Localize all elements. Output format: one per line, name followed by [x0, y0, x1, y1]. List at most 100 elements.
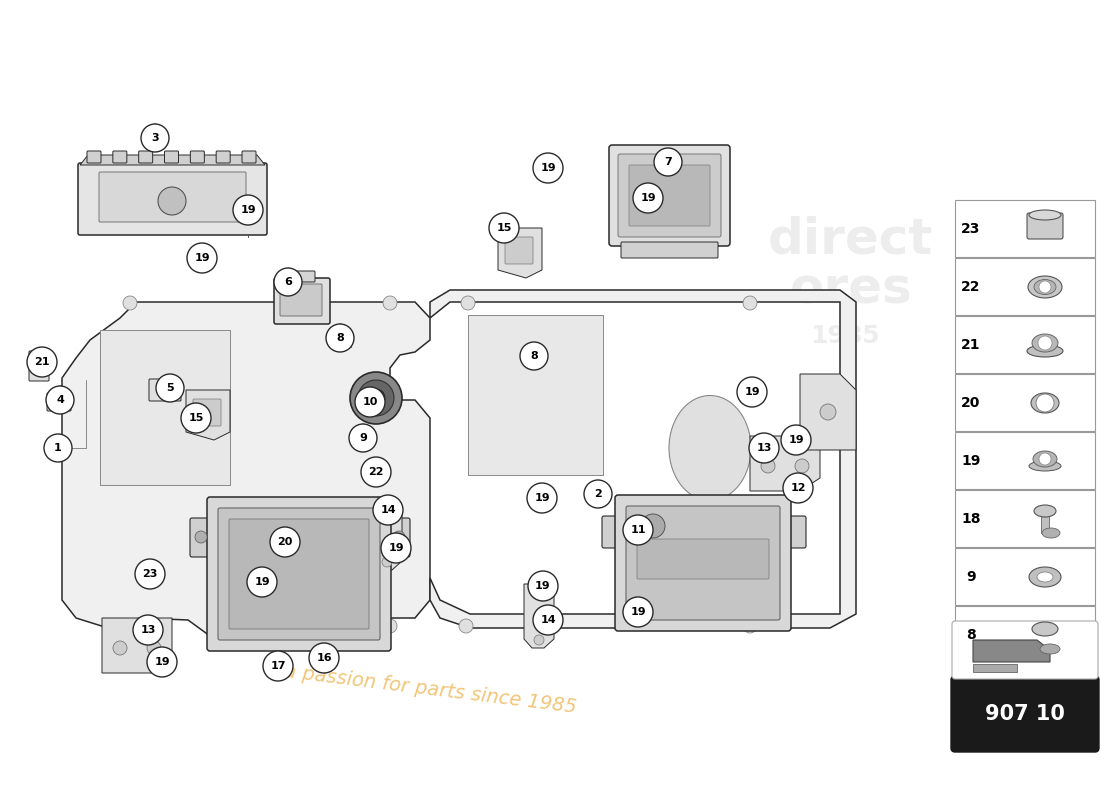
FancyBboxPatch shape — [207, 497, 390, 651]
Circle shape — [383, 619, 397, 633]
Circle shape — [534, 635, 544, 645]
FancyBboxPatch shape — [287, 271, 315, 282]
Text: 21: 21 — [961, 338, 981, 352]
Bar — [955, 200, 1094, 257]
Bar — [955, 606, 1094, 663]
Polygon shape — [800, 374, 856, 450]
Text: 14: 14 — [381, 505, 396, 515]
Text: 9: 9 — [359, 433, 367, 443]
Circle shape — [182, 403, 211, 433]
Circle shape — [147, 641, 161, 655]
Ellipse shape — [1032, 334, 1058, 352]
Text: 19: 19 — [535, 493, 550, 503]
Text: 19: 19 — [630, 607, 646, 617]
Ellipse shape — [1031, 393, 1059, 413]
Circle shape — [349, 424, 377, 452]
Text: 20: 20 — [961, 396, 981, 410]
Circle shape — [326, 324, 354, 352]
FancyBboxPatch shape — [786, 516, 806, 548]
Circle shape — [355, 387, 385, 417]
FancyBboxPatch shape — [29, 351, 50, 381]
Circle shape — [737, 377, 767, 407]
Circle shape — [373, 495, 403, 525]
Text: 4: 4 — [56, 395, 64, 405]
Text: 16: 16 — [316, 653, 332, 663]
Ellipse shape — [1034, 279, 1056, 294]
Polygon shape — [750, 436, 820, 491]
Text: 11: 11 — [630, 525, 646, 535]
FancyBboxPatch shape — [626, 506, 780, 620]
FancyBboxPatch shape — [190, 151, 205, 163]
FancyBboxPatch shape — [274, 278, 330, 324]
FancyBboxPatch shape — [1027, 213, 1063, 239]
Text: 22: 22 — [368, 467, 384, 477]
Text: 8: 8 — [966, 628, 976, 642]
Polygon shape — [62, 302, 430, 650]
Text: 3: 3 — [151, 133, 158, 143]
Circle shape — [141, 124, 169, 152]
Bar — [955, 374, 1094, 431]
Polygon shape — [372, 506, 402, 570]
FancyBboxPatch shape — [629, 165, 710, 226]
Circle shape — [1036, 394, 1054, 412]
Circle shape — [490, 213, 519, 243]
FancyBboxPatch shape — [621, 242, 718, 258]
Text: direct: direct — [768, 216, 933, 264]
Text: 14: 14 — [540, 615, 556, 625]
Circle shape — [584, 480, 612, 508]
Circle shape — [795, 459, 808, 473]
FancyBboxPatch shape — [609, 145, 730, 246]
Text: 19: 19 — [240, 205, 256, 215]
FancyBboxPatch shape — [505, 237, 534, 264]
Text: 17: 17 — [271, 661, 286, 671]
FancyBboxPatch shape — [47, 393, 72, 411]
Text: 15: 15 — [496, 223, 512, 233]
Text: 19: 19 — [540, 163, 556, 173]
Text: ores: ores — [790, 266, 913, 314]
Circle shape — [28, 347, 57, 377]
Text: 21: 21 — [34, 357, 50, 367]
Text: 19: 19 — [640, 193, 656, 203]
Circle shape — [749, 433, 779, 463]
Polygon shape — [430, 290, 856, 628]
FancyBboxPatch shape — [87, 151, 101, 163]
Circle shape — [309, 643, 339, 673]
Ellipse shape — [1028, 461, 1062, 471]
FancyBboxPatch shape — [218, 508, 380, 640]
Text: 23: 23 — [961, 222, 981, 236]
Text: 13: 13 — [141, 625, 156, 635]
Circle shape — [381, 533, 411, 563]
Circle shape — [461, 296, 475, 310]
Ellipse shape — [1028, 567, 1062, 587]
Ellipse shape — [1032, 622, 1058, 636]
Circle shape — [156, 374, 184, 402]
FancyBboxPatch shape — [190, 518, 212, 557]
Circle shape — [133, 615, 163, 645]
Text: 19: 19 — [789, 435, 804, 445]
Circle shape — [742, 619, 757, 633]
Text: 19: 19 — [254, 577, 270, 587]
Bar — [955, 548, 1094, 605]
Bar — [955, 258, 1094, 315]
FancyBboxPatch shape — [280, 284, 322, 316]
FancyBboxPatch shape — [602, 516, 621, 548]
Circle shape — [263, 651, 293, 681]
FancyBboxPatch shape — [952, 621, 1098, 679]
Text: 15: 15 — [188, 413, 204, 423]
Bar — [955, 316, 1094, 373]
Circle shape — [158, 187, 186, 215]
FancyBboxPatch shape — [242, 151, 256, 163]
Circle shape — [654, 148, 682, 176]
FancyBboxPatch shape — [388, 518, 410, 557]
Circle shape — [783, 473, 813, 503]
FancyBboxPatch shape — [78, 163, 267, 235]
Circle shape — [623, 515, 653, 545]
Circle shape — [382, 557, 392, 567]
Text: 6: 6 — [284, 277, 292, 287]
Text: a passion for parts since 1985: a passion for parts since 1985 — [283, 662, 578, 718]
Circle shape — [123, 296, 138, 310]
Bar — [1041, 511, 1049, 533]
Circle shape — [233, 195, 263, 225]
Polygon shape — [974, 640, 1050, 662]
Circle shape — [534, 605, 563, 635]
